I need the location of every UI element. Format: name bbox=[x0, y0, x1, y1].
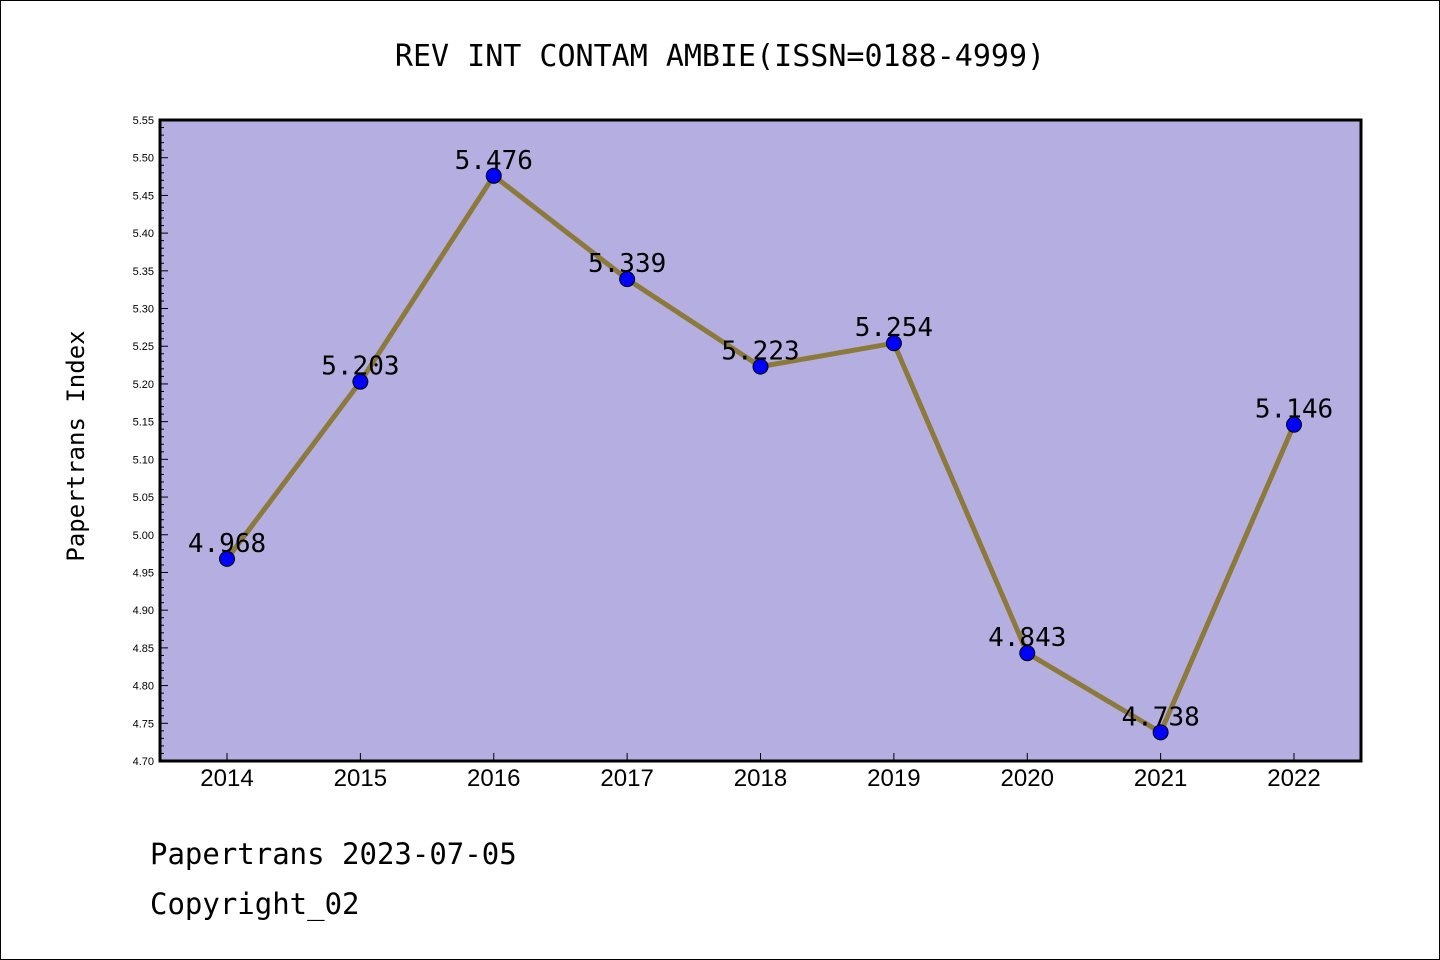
x-tick-label: 2021 bbox=[1134, 765, 1187, 792]
y-tick-label: 5.50 bbox=[133, 153, 154, 165]
y-tick-label: 4.85 bbox=[133, 643, 154, 655]
x-tick-label: 2018 bbox=[734, 765, 787, 792]
data-point bbox=[485, 167, 502, 184]
y-tick-label: 4.80 bbox=[133, 681, 154, 693]
x-tick-label: 2019 bbox=[867, 765, 920, 792]
footer-date: Papertrans 2023-07-05 bbox=[150, 837, 517, 871]
y-tick-label: 4.70 bbox=[133, 756, 154, 768]
y-tick-label: 5.00 bbox=[133, 530, 154, 542]
y-tick-label: 5.15 bbox=[133, 417, 154, 429]
y-tick-label: 5.25 bbox=[133, 341, 154, 353]
data-label: 4.843 bbox=[988, 623, 1066, 653]
data-label: 5.223 bbox=[721, 337, 799, 367]
y-tick-label: 5.55 bbox=[133, 115, 154, 127]
y-tick-label: 5.35 bbox=[133, 266, 154, 278]
y-axis: 4.70 4.75 4.80 4.85 4.90 4.95 5.00 5.05 5.10 5.15… bbox=[133, 115, 168, 768]
data-point bbox=[219, 550, 235, 567]
x-tick-label: 2016 bbox=[467, 765, 520, 792]
chart-title: REV INT CONTAM AMBIE(ISSN=0188-4999) bbox=[395, 39, 1045, 74]
data-label: 5.203 bbox=[321, 352, 399, 382]
y-tick-label: 4.75 bbox=[133, 718, 154, 730]
data-point bbox=[1019, 645, 1036, 662]
y-axis-label: Papertrans Index bbox=[62, 330, 90, 561]
data-label: 5.476 bbox=[455, 146, 533, 176]
y-tick-label: 5.20 bbox=[133, 379, 154, 391]
x-tick-label: 2022 bbox=[1267, 765, 1320, 792]
y-tick-label: 5.45 bbox=[133, 190, 154, 202]
data-point bbox=[1152, 724, 1169, 741]
data-label: 5.339 bbox=[588, 249, 666, 279]
data-point bbox=[1286, 416, 1302, 433]
data-label: 5.254 bbox=[855, 313, 933, 343]
plot-border bbox=[158, 118, 1363, 763]
data-point bbox=[619, 271, 636, 288]
data-label: 4.738 bbox=[1121, 702, 1199, 732]
data-label: 5.146 bbox=[1255, 395, 1333, 425]
data-point bbox=[352, 373, 369, 390]
x-axis: 2014 2015 2016 2017 2018 2019 2020 2021 2022 bbox=[200, 753, 1321, 792]
footer-copyright: Copyright_02 bbox=[150, 887, 360, 922]
y-tick-label: 5.40 bbox=[133, 228, 154, 240]
x-tick-label: 2014 bbox=[200, 765, 253, 792]
y-tick-label: 5.05 bbox=[133, 492, 154, 504]
y-tick-label: 4.90 bbox=[133, 605, 154, 617]
series-group: 4.968 5.203 5.476 5.339 5.223 5.254 4.843 4.738… bbox=[188, 146, 1333, 741]
data-label: 4.968 bbox=[188, 529, 266, 559]
x-tick-label: 2015 bbox=[334, 765, 387, 792]
y-tick-label: 5.30 bbox=[133, 304, 154, 316]
plot-area bbox=[160, 120, 1361, 761]
data-point bbox=[752, 358, 769, 375]
x-tick-label: 2020 bbox=[1001, 765, 1054, 792]
data-point bbox=[885, 335, 902, 352]
y-tick-label: 4.95 bbox=[133, 567, 154, 579]
x-tick-label: 2017 bbox=[600, 765, 653, 792]
y-tick-label: 5.10 bbox=[133, 454, 154, 466]
